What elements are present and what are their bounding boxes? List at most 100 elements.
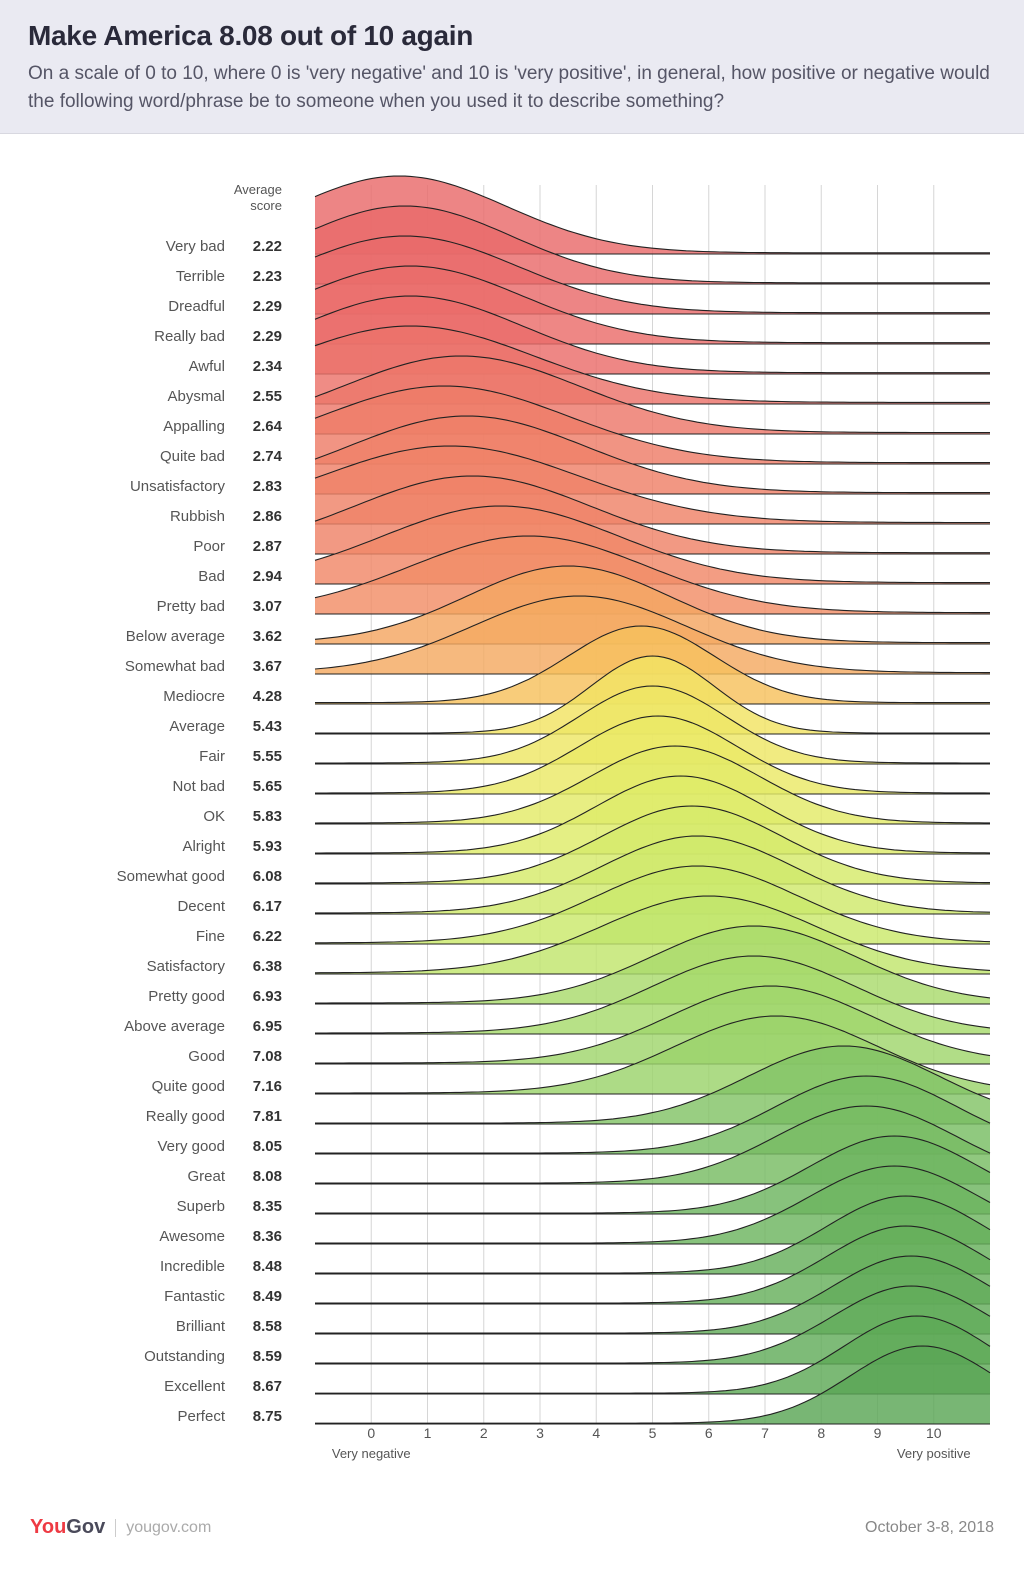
row-label: Quite bad bbox=[160, 448, 225, 465]
row-score: 6.17 bbox=[253, 898, 282, 915]
row-score: 4.28 bbox=[253, 688, 282, 705]
row-label: Pretty good bbox=[148, 988, 225, 1005]
x-tick: 0 bbox=[367, 1425, 375, 1441]
row-score: 6.08 bbox=[253, 868, 282, 885]
x-tick: 3 bbox=[536, 1425, 544, 1441]
row-label: Terrible bbox=[176, 268, 225, 285]
row-label: Bad bbox=[198, 568, 225, 585]
row-score: 3.62 bbox=[253, 628, 282, 645]
row-label: Very bad bbox=[166, 238, 225, 255]
row-score: 7.16 bbox=[253, 1078, 282, 1095]
date-range: October 3-8, 2018 bbox=[865, 1519, 994, 1537]
row-label: Decent bbox=[177, 898, 225, 915]
score-header: Average bbox=[234, 182, 282, 197]
source-url: yougov.com bbox=[115, 1519, 211, 1537]
row-score: 2.23 bbox=[253, 268, 282, 285]
row-score: 5.83 bbox=[253, 808, 282, 825]
row-label: Awesome bbox=[159, 1228, 225, 1245]
row-label: Brilliant bbox=[176, 1318, 226, 1335]
row-score: 2.29 bbox=[253, 298, 282, 315]
score-header: score bbox=[250, 198, 282, 213]
row-label: Outstanding bbox=[144, 1348, 225, 1365]
row-score: 2.83 bbox=[253, 478, 282, 495]
x-tick: 1 bbox=[424, 1425, 432, 1441]
ridgeline-svg: AveragescoreVery bad2.22Terrible2.23Drea… bbox=[30, 164, 1020, 1488]
row-score: 8.67 bbox=[253, 1378, 282, 1395]
row-score: 6.38 bbox=[253, 958, 282, 975]
row-label: Incredible bbox=[160, 1258, 225, 1275]
row-score: 8.08 bbox=[253, 1168, 282, 1185]
row-score: 7.81 bbox=[253, 1108, 282, 1125]
row-label: Awful bbox=[189, 358, 225, 375]
row-label: Above average bbox=[124, 1018, 225, 1035]
row-label: Appalling bbox=[163, 418, 225, 435]
chart-subtitle: On a scale of 0 to 10, where 0 is 'very … bbox=[28, 60, 996, 115]
row-label: Unsatisfactory bbox=[130, 478, 226, 495]
row-label: Fine bbox=[196, 928, 225, 945]
x-tick: 6 bbox=[705, 1425, 713, 1441]
row-score: 8.58 bbox=[253, 1318, 282, 1335]
row-label: Satisfactory bbox=[147, 958, 226, 975]
row-score: 3.67 bbox=[253, 658, 282, 675]
row-score: 2.34 bbox=[253, 358, 283, 375]
row-score: 6.22 bbox=[253, 928, 282, 945]
row-score: 3.07 bbox=[253, 598, 282, 615]
row-label: Mediocre bbox=[163, 688, 225, 705]
chart-title: Make America 8.08 out of 10 again bbox=[28, 20, 996, 52]
row-label: Fair bbox=[199, 748, 225, 765]
row-label: Fantastic bbox=[164, 1288, 225, 1305]
header: Make America 8.08 out of 10 again On a s… bbox=[0, 0, 1024, 134]
row-label: Abysmal bbox=[167, 388, 225, 405]
x-tick: 8 bbox=[817, 1425, 825, 1441]
row-label: Really good bbox=[146, 1108, 225, 1125]
row-label: Great bbox=[187, 1168, 225, 1185]
row-score: 2.64 bbox=[253, 418, 283, 435]
row-label: Dreadful bbox=[168, 298, 225, 315]
row-score: 2.94 bbox=[253, 568, 283, 585]
x-tick: 10 bbox=[926, 1425, 942, 1441]
row-label: Quite good bbox=[152, 1078, 225, 1095]
row-label: Pretty bad bbox=[157, 598, 225, 615]
row-score: 2.55 bbox=[253, 388, 282, 405]
row-score: 6.95 bbox=[253, 1018, 282, 1035]
row-score: 2.86 bbox=[253, 508, 282, 525]
yougov-logo: YouGov bbox=[30, 1516, 105, 1539]
row-label: Perfect bbox=[177, 1408, 225, 1425]
row-score: 8.35 bbox=[253, 1198, 282, 1215]
row-label: Good bbox=[188, 1048, 225, 1065]
row-label: Not bad bbox=[172, 778, 225, 795]
row-score: 6.93 bbox=[253, 988, 282, 1005]
x-tick: 5 bbox=[649, 1425, 657, 1441]
row-score: 8.49 bbox=[253, 1288, 282, 1305]
row-label: Somewhat bad bbox=[125, 658, 225, 675]
x-tick: 9 bbox=[874, 1425, 882, 1441]
x-axis-left-label: Very negative bbox=[332, 1446, 411, 1461]
ridgeline-chart: AveragescoreVery bad2.22Terrible2.23Drea… bbox=[0, 134, 1024, 1506]
row-score: 5.55 bbox=[253, 748, 282, 765]
row-label: Poor bbox=[193, 538, 225, 555]
row-score: 2.87 bbox=[253, 538, 282, 555]
row-label: Rubbish bbox=[170, 508, 225, 525]
row-label: Alright bbox=[182, 838, 225, 855]
row-label: Excellent bbox=[164, 1378, 226, 1395]
row-score: 5.93 bbox=[253, 838, 282, 855]
row-label: Somewhat good bbox=[117, 868, 225, 885]
row-label: Superb bbox=[177, 1198, 225, 1215]
row-label: OK bbox=[203, 808, 225, 825]
row-score: 2.22 bbox=[253, 238, 282, 255]
row-score: 7.08 bbox=[253, 1048, 282, 1065]
row-score: 8.36 bbox=[253, 1228, 282, 1245]
row-label: Below average bbox=[126, 628, 225, 645]
row-score: 2.74 bbox=[253, 448, 283, 465]
row-score: 8.59 bbox=[253, 1348, 282, 1365]
row-label: Very good bbox=[157, 1138, 225, 1155]
x-axis-right-label: Very positive bbox=[897, 1446, 971, 1461]
footer: YouGov yougov.com October 3-8, 2018 bbox=[0, 1506, 1024, 1559]
row-score: 2.29 bbox=[253, 328, 282, 345]
row-score: 8.75 bbox=[253, 1408, 282, 1425]
x-tick: 4 bbox=[592, 1425, 600, 1441]
row-label: Average bbox=[169, 718, 225, 735]
row-label: Really bad bbox=[154, 328, 225, 345]
row-score: 5.43 bbox=[253, 718, 282, 735]
row-score: 8.48 bbox=[253, 1258, 282, 1275]
